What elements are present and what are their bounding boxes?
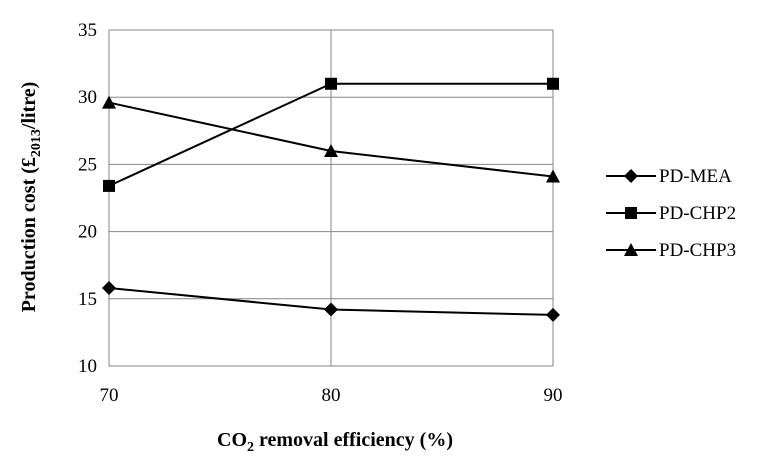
legend-marker bbox=[625, 207, 637, 219]
legend: PD-MEA PD-CHP2 PD-CHP3 bbox=[606, 166, 736, 261]
y-tick-label: 30 bbox=[78, 87, 97, 108]
y-tick-label: 10 bbox=[78, 356, 97, 377]
x-axis: 70 80 90 bbox=[100, 385, 563, 406]
legend-item-pd-chp2: PD-CHP2 bbox=[606, 203, 736, 224]
legend-label: PD-MEA bbox=[659, 166, 732, 187]
legend-marker bbox=[624, 169, 638, 183]
x-tick-label: 70 bbox=[100, 385, 119, 406]
data-point bbox=[102, 281, 116, 296]
y-axis: 10 15 20 25 30 35 bbox=[78, 20, 97, 377]
y-axis-title-subscript: 2013 bbox=[29, 129, 44, 157]
data-point bbox=[102, 95, 116, 109]
data-point bbox=[546, 169, 560, 183]
data-point bbox=[324, 302, 338, 317]
legend-item-pd-chp3: PD-CHP3 bbox=[606, 240, 736, 261]
y-tick-label: 25 bbox=[78, 154, 97, 175]
x-axis-title: CO2 removal efficiency (%) bbox=[217, 429, 453, 455]
y-tick-label: 20 bbox=[78, 222, 97, 243]
y-axis-title-main: Production cost (£ bbox=[18, 157, 40, 312]
y-axis-title-rest: /litre) bbox=[18, 82, 40, 130]
series-pd-chp2 bbox=[103, 77, 559, 192]
data-point bbox=[325, 77, 337, 90]
y-tick-label: 15 bbox=[78, 289, 97, 310]
series-layer bbox=[102, 77, 560, 322]
legend-marker bbox=[624, 243, 638, 256]
data-point bbox=[547, 77, 559, 90]
x-tick-label: 90 bbox=[544, 385, 563, 406]
series-pd-mea bbox=[102, 281, 560, 322]
y-axis-title: Production cost (£2013/litre) bbox=[18, 82, 44, 313]
series-pd-chp3 bbox=[102, 95, 560, 183]
x-axis-title-subscript: 2 bbox=[247, 440, 254, 455]
x-tick-label: 80 bbox=[322, 385, 341, 406]
data-point bbox=[546, 307, 560, 322]
y-tick-label: 35 bbox=[78, 20, 97, 41]
data-point bbox=[103, 179, 115, 192]
legend-label: PD-CHP2 bbox=[659, 203, 736, 224]
x-axis-title-main: CO bbox=[217, 429, 247, 451]
data-point bbox=[324, 143, 338, 157]
legend-label: PD-CHP3 bbox=[659, 240, 736, 261]
legend-item-pd-mea: PD-MEA bbox=[606, 166, 732, 187]
x-axis-title-rest: removal efficiency (%) bbox=[254, 429, 453, 451]
